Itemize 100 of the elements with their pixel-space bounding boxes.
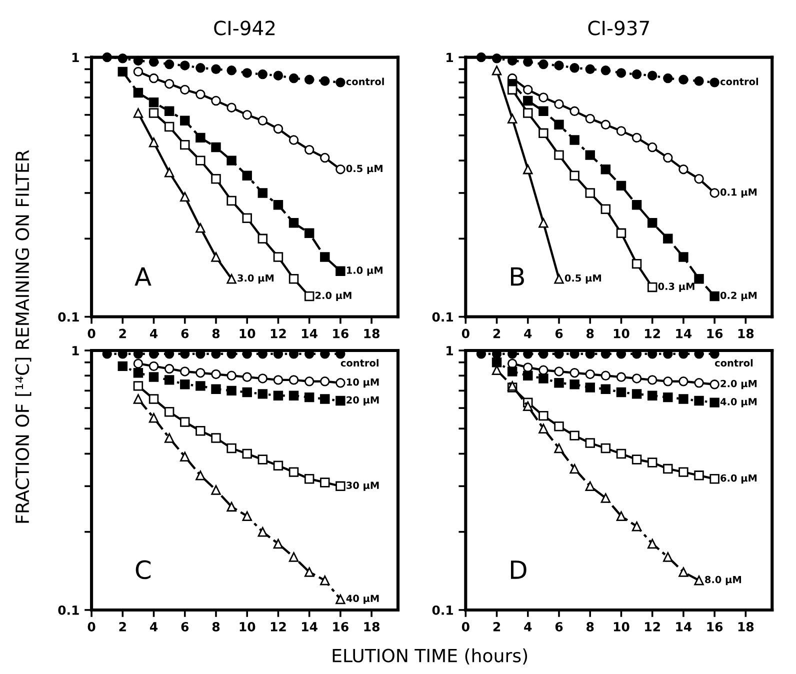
point: [226, 370, 236, 380]
x-tick-label: 12: [270, 328, 286, 338]
point: [616, 372, 626, 382]
series-label: 30 μM: [346, 482, 379, 491]
point: [273, 200, 284, 210]
point: [663, 392, 673, 402]
point: [164, 407, 174, 417]
series-label: 0.1 μM: [720, 188, 757, 198]
point: [632, 374, 642, 384]
point: [258, 389, 268, 399]
x-tick-label: 2: [493, 328, 500, 338]
x-tick-label: 6: [555, 328, 563, 338]
point: [148, 412, 159, 423]
annotation: D: [511, 560, 526, 579]
x-tick-label: 16: [707, 622, 723, 632]
point: [288, 274, 299, 284]
point: [538, 92, 548, 102]
x-tick-label: 18: [738, 622, 754, 632]
x-tick-label: 10: [614, 328, 630, 338]
point: [196, 223, 206, 233]
point: [196, 470, 206, 480]
point: [148, 98, 159, 108]
point: [538, 424, 548, 434]
y-tick-label: 0.1: [58, 605, 79, 615]
point: [616, 68, 626, 78]
point: [538, 218, 548, 228]
point: [164, 168, 174, 178]
x-tick-label: 8: [212, 622, 220, 632]
series-label: 2.0 μM: [720, 380, 757, 390]
point: [336, 396, 346, 406]
point: [523, 96, 533, 106]
point: [196, 156, 206, 166]
point: [600, 493, 611, 503]
point: [678, 567, 688, 577]
point: [258, 69, 268, 80]
point: [647, 282, 658, 292]
point: [492, 357, 502, 368]
point: [647, 375, 658, 385]
series-label: 4.0 μM: [720, 398, 757, 408]
point: [616, 448, 626, 459]
point: [196, 368, 206, 378]
point: [242, 448, 252, 459]
point: [180, 417, 190, 427]
point: [570, 63, 580, 73]
point: [710, 474, 720, 484]
point: [632, 454, 642, 464]
x-tick-label: 0: [88, 622, 96, 632]
point: [554, 274, 564, 284]
point: [164, 59, 174, 70]
point: [336, 594, 346, 604]
point: [226, 102, 236, 112]
point: [320, 576, 330, 586]
point: [164, 433, 174, 443]
point: [273, 124, 284, 134]
point: [304, 376, 314, 386]
x-tick-label: 10: [240, 328, 256, 338]
point: [585, 438, 595, 448]
point: [585, 114, 595, 124]
point: [320, 76, 330, 86]
point: [242, 213, 252, 223]
point: [492, 66, 502, 76]
point: [133, 381, 144, 391]
point: [538, 128, 548, 138]
point: [133, 108, 144, 118]
point: [304, 392, 314, 402]
point: [288, 218, 299, 228]
point: [678, 394, 688, 404]
series-label: 3.0 μM: [238, 274, 274, 284]
point: [570, 464, 580, 474]
point: [180, 60, 190, 70]
x-tick-label: 0: [462, 622, 470, 632]
series-label: control: [714, 359, 753, 367]
point: [710, 291, 720, 302]
point: [663, 552, 673, 562]
x-tick-label: 16: [333, 622, 348, 632]
point: [288, 552, 299, 562]
x-tick-label: 12: [270, 622, 286, 632]
point: [616, 387, 626, 398]
x-tick-label: 4: [150, 622, 158, 632]
point: [196, 381, 206, 391]
point: [320, 252, 330, 262]
point: [258, 116, 268, 126]
point: [164, 364, 174, 374]
point: [273, 70, 284, 80]
point: [148, 73, 159, 84]
x-tick-label: 18: [364, 328, 380, 338]
point: [273, 252, 284, 262]
point: [242, 511, 252, 521]
point: [523, 362, 533, 372]
series-label: control: [346, 78, 384, 86]
point: [616, 180, 626, 191]
x-tick-label: 4: [524, 328, 532, 338]
point: [554, 422, 564, 432]
point: [570, 430, 580, 440]
point: [570, 106, 580, 116]
series-label: 0.5 μM: [346, 164, 382, 174]
point: [570, 170, 580, 180]
annotation: C: [136, 560, 151, 580]
point: [180, 84, 190, 95]
point: [507, 114, 518, 124]
